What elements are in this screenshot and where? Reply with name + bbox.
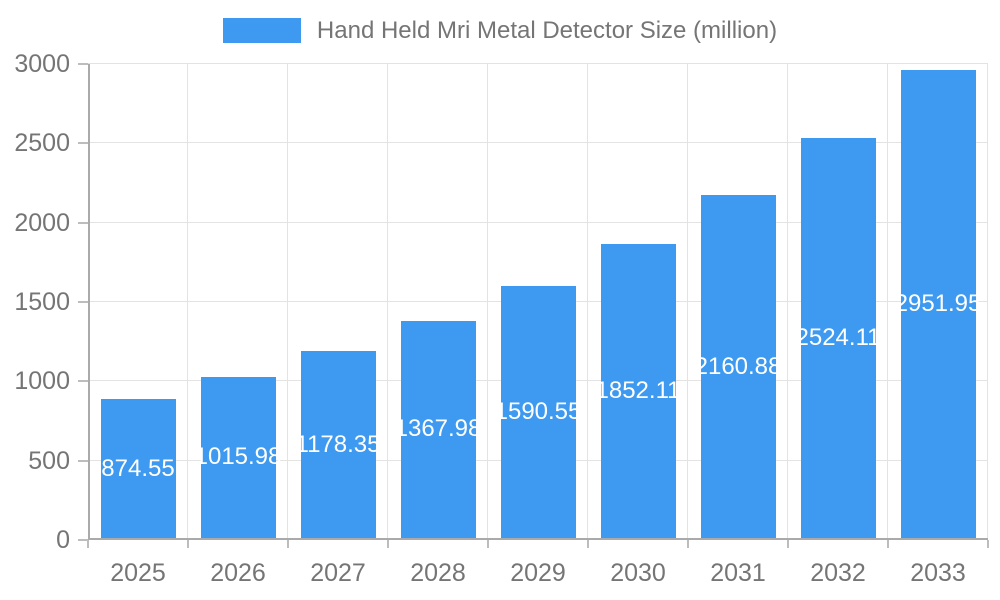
y-tick-label: 1500	[14, 288, 70, 316]
bar-value-label: 1015.98	[194, 443, 282, 471]
y-tick-label: 3000	[14, 50, 70, 78]
x-tick-label-2033: 2033	[910, 559, 966, 587]
bar-2029: 1590.55	[495, 285, 581, 538]
x-tick-label-2032: 2032	[810, 559, 866, 587]
gridline-x-3	[387, 64, 388, 540]
x-tick-7	[787, 540, 789, 548]
bar-value-label: 2951.95	[894, 289, 982, 317]
gridline-x-8	[887, 64, 888, 540]
gridline-y-3000	[88, 63, 988, 64]
x-tick-label-2028: 2028	[410, 559, 466, 587]
y-tick-1500	[78, 301, 88, 303]
gridline-y-2000	[88, 221, 988, 223]
y-tick-label: 0	[56, 526, 70, 554]
gridline-x-5	[587, 64, 588, 540]
y-axis-line	[88, 64, 90, 540]
y-tick-3000	[78, 63, 88, 65]
x-tick-1	[187, 540, 189, 548]
legend-label: Hand Held Mri Metal Detector Size (milli…	[316, 17, 778, 44]
bar-value-label: 2160.88	[694, 352, 782, 380]
y-tick-label: 500	[28, 446, 70, 475]
y-tick-label: 2500	[14, 129, 70, 158]
x-tick-5	[587, 540, 589, 548]
gridline-x-4	[487, 64, 488, 540]
x-tick-label-2030: 2030	[610, 559, 666, 587]
bar-value-label: 1852.11	[595, 377, 681, 405]
plot-area: 874.55 1015.98 1178.35 1367.98 1590.55 1852.1…	[88, 63, 988, 540]
chart-legend: Hand Held Mri Metal Detector Size (milli…	[0, 17, 1000, 44]
x-tick-4	[487, 540, 489, 548]
y-tick-label: 2000	[14, 208, 70, 237]
bar-value-label: 1590.55	[494, 397, 582, 425]
x-tick-9	[987, 540, 989, 548]
gridline-x-9	[987, 64, 988, 540]
x-tick-8	[887, 540, 889, 548]
x-axis-line	[88, 538, 988, 540]
bar-2030: 1852.11	[596, 244, 680, 538]
y-tick-2000	[78, 221, 88, 224]
legend-swatch-icon	[222, 18, 301, 43]
bar-2026: 1015.98	[195, 376, 281, 538]
bar-2031: 2160.88	[695, 195, 781, 538]
bar-value-label: 874.55	[101, 454, 175, 482]
x-tick-6	[687, 540, 689, 548]
x-tick-label-2029: 2029	[510, 559, 566, 587]
y-tick-2500	[78, 142, 88, 145]
bar-2033: 2951.95	[895, 69, 981, 538]
bar-value-label: 1367.98	[394, 415, 482, 443]
x-tick-label-2025: 2025	[110, 559, 166, 587]
y-tick-0	[78, 539, 88, 541]
bar-value-label: 1178.35	[295, 430, 381, 458]
gridline-x-6	[687, 64, 688, 540]
bar-2028: 1367.98	[395, 320, 481, 538]
bar-2025: 874.55	[100, 399, 176, 538]
y-tick-500	[78, 459, 88, 462]
x-tick-2	[287, 540, 289, 548]
y-tick-label: 1000	[14, 367, 70, 396]
bar-2027: 1178.35	[296, 351, 380, 538]
gridline-y-2500	[88, 142, 988, 144]
gridline-x-1	[187, 64, 188, 540]
x-tick-label-2031: 2031	[710, 559, 766, 587]
bar-2032: 2524.11	[796, 137, 880, 538]
x-tick-0	[87, 540, 89, 548]
x-tick-label-2027: 2027	[310, 559, 366, 587]
gridline-x-2	[287, 64, 288, 540]
y-tick-1000	[78, 380, 88, 383]
x-tick-3	[387, 540, 389, 548]
gridline-x-7	[787, 64, 788, 540]
bar-value-label: 2524.11	[795, 323, 881, 351]
x-tick-label-2026: 2026	[210, 559, 266, 587]
